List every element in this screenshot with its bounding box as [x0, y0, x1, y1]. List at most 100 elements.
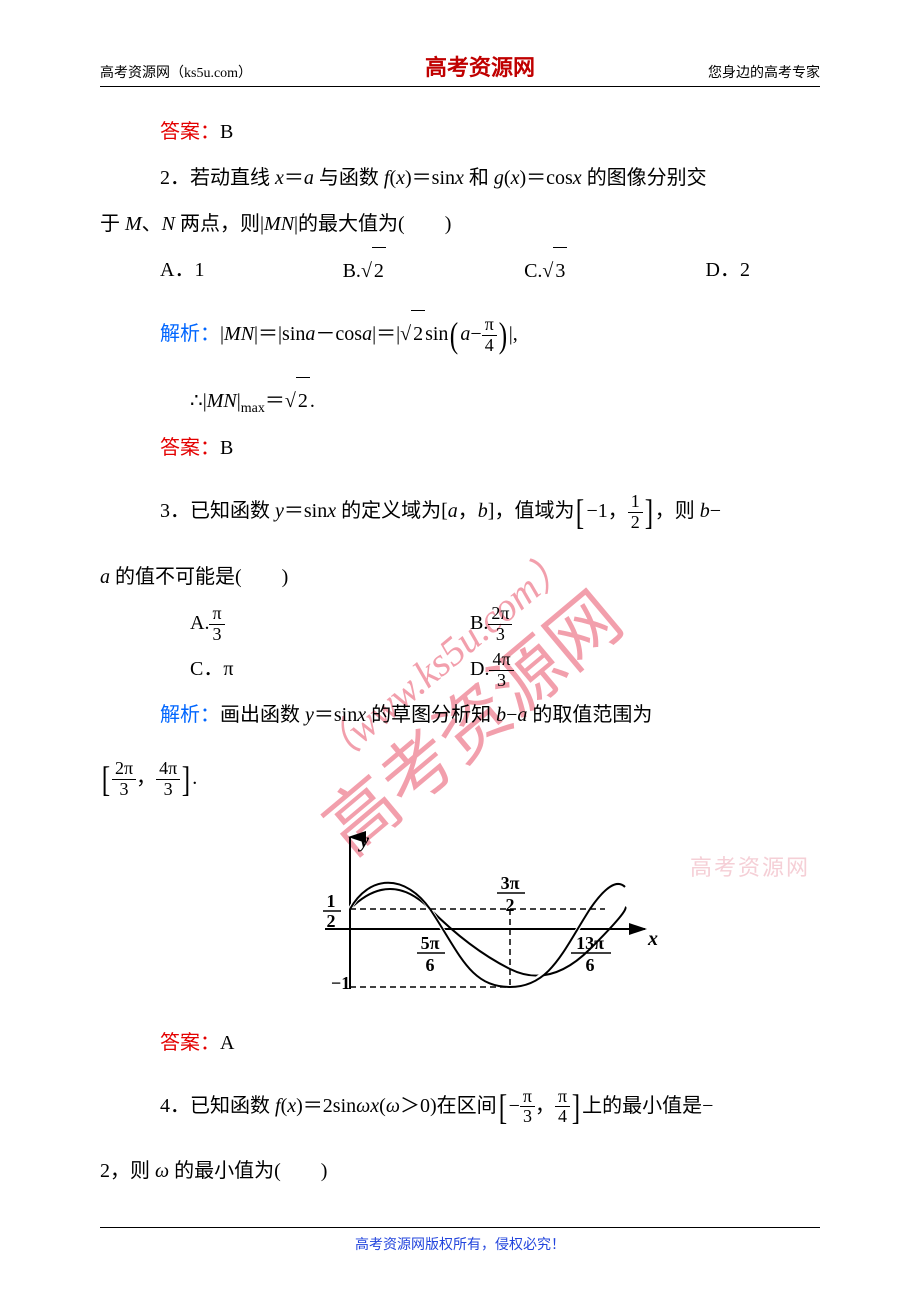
q3-t3: ]，值域为	[488, 500, 575, 522]
q2s-a2: a	[362, 323, 372, 345]
svg-text:1: 1	[327, 891, 336, 911]
q4-pi1: π	[520, 1087, 535, 1108]
q2-optB: B.√2	[343, 247, 386, 294]
q3p: .	[192, 767, 197, 789]
q3-l2: 的值不可能是( )	[110, 566, 288, 588]
q4-stem-line2: 2，则 ω 的最小值为( )	[100, 1148, 810, 1194]
q3-number: 3．	[160, 500, 190, 522]
header-center: 高考资源网	[425, 50, 535, 82]
q2-number: 2．	[160, 167, 190, 189]
q2s-N: N	[241, 323, 254, 345]
q3-2: 2	[628, 513, 643, 533]
q1-answer: 答案：B	[160, 109, 810, 155]
page-header: 高考资源网（ks5u.com） 高考资源网 您身边的高考专家	[100, 50, 820, 87]
q3-optC: C．π	[190, 646, 470, 692]
q3-optD-l: D.	[470, 658, 489, 680]
q3-b: b	[478, 500, 488, 522]
q2-x3: x	[455, 167, 464, 189]
q3-solution: 解析：画出函数 y＝sinx 的草图分析知 b−a 的取值范围为	[160, 692, 810, 738]
header-left: 高考资源网（ks5u.com）	[100, 62, 252, 82]
q2s-pi: π	[482, 315, 497, 336]
q3-options-row2: C．π D.4π3	[160, 646, 810, 692]
q2s-M: M	[224, 323, 241, 345]
q3-1: 1	[628, 492, 643, 513]
q2s-c: －cos	[315, 323, 362, 345]
q3s-a: 画出函数	[220, 704, 305, 726]
q3-neg1: −1	[586, 500, 607, 522]
svg-text:2: 2	[327, 911, 336, 931]
q2s-e: |,	[509, 323, 518, 345]
q2-optC-label: C.	[524, 260, 542, 282]
q4-w3: ω	[155, 1160, 169, 1182]
q2-M: M	[125, 213, 142, 235]
q3A-d: 3	[209, 625, 224, 645]
q2-x: x	[275, 167, 284, 189]
q2s-th: ∴|	[190, 390, 207, 412]
q3-answer-value: A	[220, 1032, 234, 1054]
q3-optD: D.4π3	[470, 646, 750, 692]
q2-t1: 若动直线	[190, 167, 275, 189]
q2-t3: 和	[464, 167, 494, 189]
q3-b2: b	[700, 500, 710, 522]
q3r2n: 4π	[156, 759, 180, 780]
q4-w2: ω	[386, 1095, 400, 1117]
q3-answer: 答案：A	[160, 1020, 810, 1066]
q3-optB: B.2π3	[470, 600, 750, 646]
q4-w: ω	[356, 1095, 370, 1117]
q2-answer-value: B	[220, 437, 233, 459]
q3D-d: 3	[489, 671, 513, 691]
q2-a: a	[304, 167, 314, 189]
q2-l2a: 于	[100, 213, 125, 235]
q2s-4: 4	[482, 336, 497, 356]
q2-N: N	[162, 213, 175, 235]
q2-optA: A．1	[160, 247, 204, 294]
svg-text:5π: 5π	[421, 933, 440, 953]
q3A-n: π	[209, 604, 224, 625]
q2-t4: 的图像分别交	[582, 167, 707, 189]
q2s-b: |＝|sin	[254, 323, 305, 345]
q3-t1: 已知函数	[190, 500, 275, 522]
svg-text:6: 6	[586, 955, 595, 975]
q4-l2b: 的最小值为( )	[169, 1160, 327, 1182]
answer-label3: 答案：	[160, 1032, 220, 1054]
sine-graph: y x 1 2 −1	[160, 829, 810, 1016]
q2-N2: N	[281, 213, 294, 235]
q2-stem: 2．若动直线 x＝a 与函数 f(x)＝sinx 和 g(x)＝cosx 的图像…	[160, 155, 810, 201]
q4-t1: 已知函数	[190, 1095, 275, 1117]
q3-t2: 的定义域为[	[336, 500, 448, 522]
q3-optA: A.π3	[190, 600, 470, 646]
q2s-max: max	[241, 401, 265, 416]
q2-solution-line2: ∴|MN|max＝√2.	[160, 377, 810, 425]
q4-x2: x	[370, 1095, 379, 1117]
q2s-a1: a	[305, 323, 315, 345]
q2-optB-label: B.	[343, 260, 361, 282]
q3r1d: 3	[112, 780, 136, 800]
q4-neg: −	[509, 1095, 520, 1117]
q2-optB-val: 2	[372, 247, 386, 294]
q2-options: A．1 B.√2 C.√3 D．2	[160, 247, 810, 294]
q4-x: x	[287, 1095, 296, 1117]
solution-label3: 解析：	[160, 704, 220, 726]
svg-text:−1: −1	[331, 973, 350, 993]
q3B-d: 3	[488, 625, 512, 645]
header-right: 您身边的高考专家	[708, 62, 820, 82]
page-footer: 高考资源网版权所有，侵权必究！	[100, 1227, 820, 1254]
q4-expr: 2sin	[323, 1095, 356, 1117]
q2-answer: 答案：B	[160, 425, 810, 471]
q3r2d: 3	[156, 780, 180, 800]
q2-l2c: |的最大值为( )	[294, 213, 451, 235]
content-area: 答案：B 2．若动直线 x＝a 与函数 f(x)＝sinx 和 g(x)＝cos…	[100, 109, 820, 1194]
q2-l2b: 两点，则|	[175, 213, 264, 235]
q1-answer-value: B	[220, 121, 233, 143]
q3-y: y	[275, 500, 284, 522]
svg-text:2: 2	[506, 895, 515, 915]
svg-text:6: 6	[426, 955, 435, 975]
q3-optA-l: A.	[190, 612, 209, 634]
q4-4: 4	[555, 1107, 570, 1127]
q4-stem: 4．已知函数 f(x)＝2sinωx(ω＞0)在区间[−π3，π4]上的最小值是…	[160, 1066, 810, 1149]
answer-label: 答案：	[160, 121, 220, 143]
svg-text:x: x	[647, 928, 658, 950]
svg-text:13π: 13π	[576, 933, 604, 953]
q3-t4: ，则	[655, 500, 700, 522]
q3r1n: 2π	[112, 759, 136, 780]
